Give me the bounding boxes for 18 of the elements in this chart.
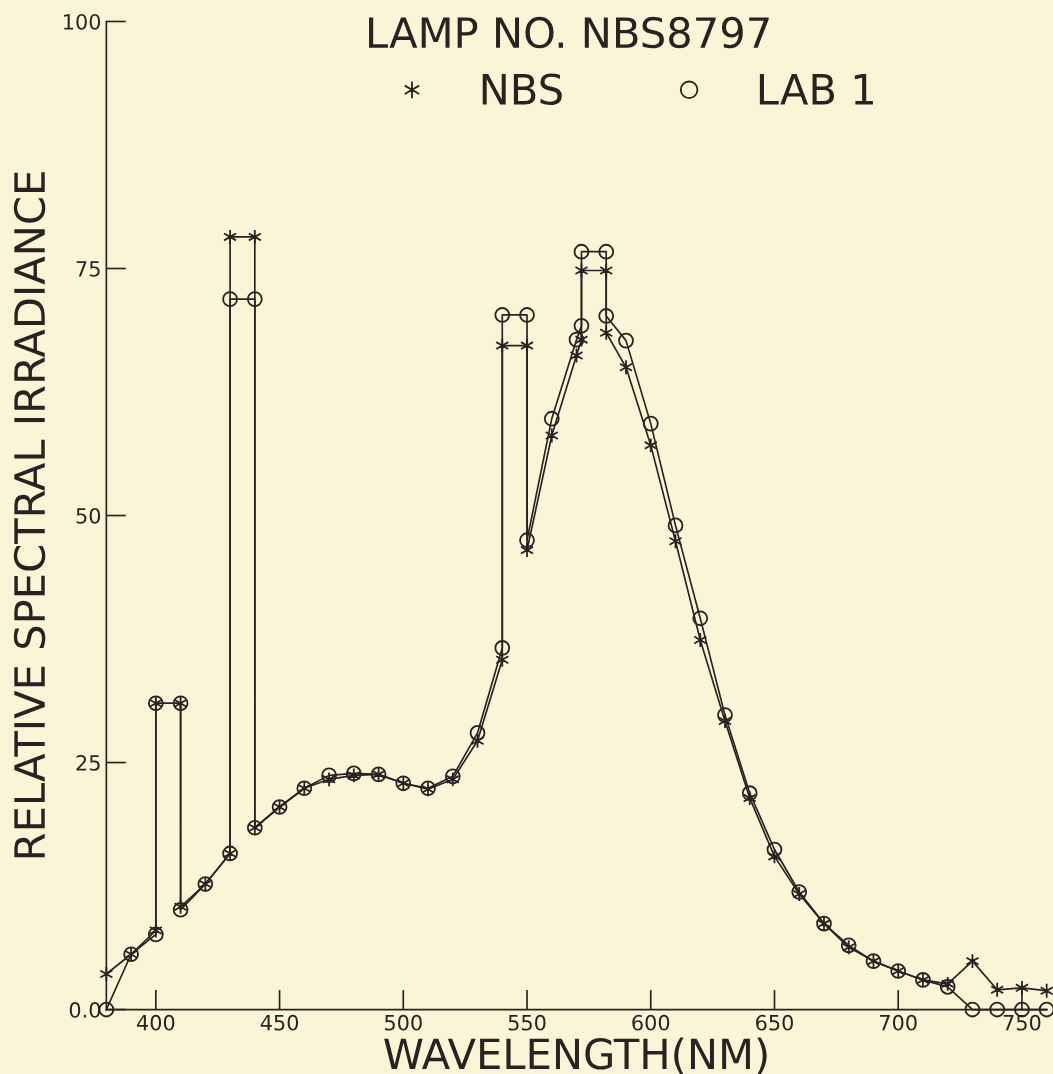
x-tick-label: 650 [756,1014,793,1031]
y-tick-label: 0.0 [69,1002,101,1018]
y-tick-label: 25 [76,754,100,771]
x-axis-title: WAVELENGTH(NM) [384,1037,767,1074]
x-tick-label: 500 [385,1014,422,1031]
x-tick-label: 700 [880,1014,917,1031]
y-axis-title: RELATIVE SPECTRAL IRRADIANCE [13,172,46,858]
x-tick-label: 400 [136,1014,175,1031]
y-tick-label: 75 [76,261,100,277]
y-tick-label: 50 [76,507,101,524]
x-tick-label: 450 [260,1014,299,1031]
legend-label: LAB 1 [759,74,873,105]
legend-label: NBS [482,73,562,105]
x-tick-label: 600 [632,1014,670,1031]
x-tick-label: 750 [1003,1014,1041,1031]
chart-title: LAMP NO. NBS8797 [369,16,769,49]
y-tick-label: 100 [64,13,101,30]
x-tick-label: 550 [508,1014,546,1031]
